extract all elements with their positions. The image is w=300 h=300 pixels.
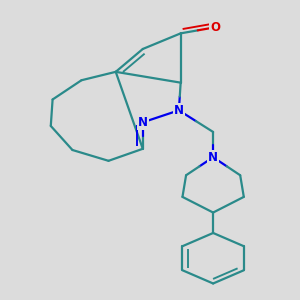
- Text: O: O: [210, 21, 220, 34]
- Text: N: N: [138, 116, 148, 129]
- Text: N: N: [174, 104, 184, 117]
- Text: N: N: [208, 151, 218, 164]
